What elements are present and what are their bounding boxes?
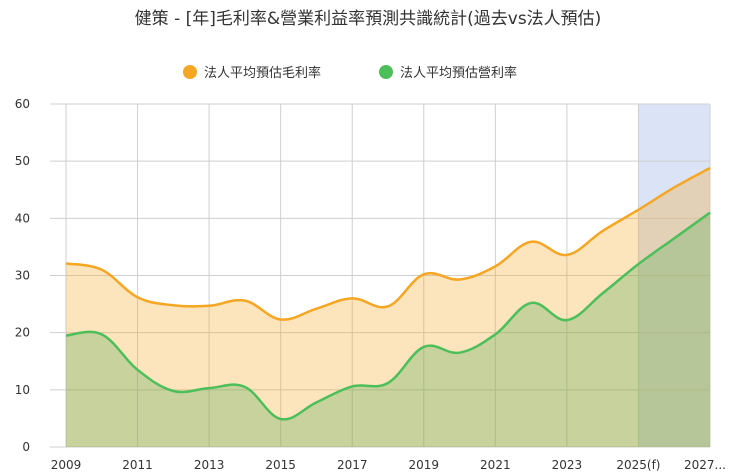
x-tick-label: 2017 [337, 458, 368, 472]
y-tick-label: 60 [15, 97, 30, 111]
y-tick-label: 0 [22, 440, 30, 454]
plot-area: 0 10 20 30 40 50 60 2009 2011 2013 2015 2017 2019 202… [15, 97, 726, 472]
legend-label-operating-margin: 法人平均預估營利率 [400, 65, 517, 81]
y-tick-label: 30 [15, 269, 30, 283]
legend: 法人平均預估毛利率 法人平均預估營利率 [183, 65, 517, 81]
x-tick-label: 2009 [51, 458, 82, 472]
y-tick-label: 40 [15, 211, 30, 225]
x-tick-label: 2011 [122, 458, 153, 472]
x-tick-label: 2027... [684, 458, 726, 472]
series-line-0 [65, 166, 711, 321]
series-line-1 [65, 211, 711, 421]
x-tick-label: 2019 [409, 458, 440, 472]
x-tick-label: 2021 [480, 458, 511, 472]
y-tick-label: 10 [15, 383, 30, 397]
series-area-1 [66, 212, 710, 447]
x-tick-label: 2023 [552, 458, 583, 472]
y-tick-label: 20 [15, 326, 30, 340]
x-tick-label: 2025(f) [616, 458, 660, 472]
y-tick-label: 50 [15, 154, 30, 168]
chart-title: 健策 - [年]毛利率&營業利益率預測共識統計(過去vs法人預估) [135, 9, 602, 29]
x-tick-label: 2013 [194, 458, 225, 472]
legend-swatch-operating-margin [379, 65, 393, 79]
legend-swatch-gross-margin [183, 65, 197, 79]
x-tick-label: 2015 [265, 458, 296, 472]
legend-label-gross-margin: 法人平均預估毛利率 [204, 65, 321, 81]
